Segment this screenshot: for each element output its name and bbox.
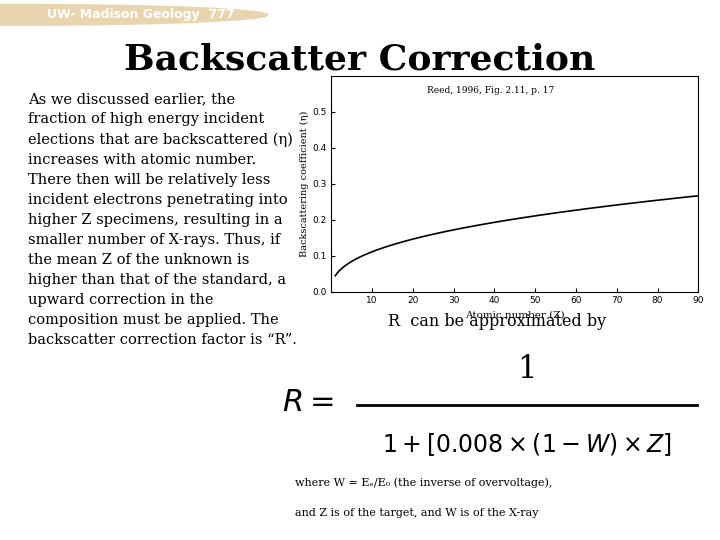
Y-axis label: Backscattering coefficient (η): Backscattering coefficient (η) [300,110,309,257]
Text: $\mathit{R} =$: $\mathit{R} =$ [282,388,333,417]
Text: where W = Eₑ/E₀ (the inverse of overvoltage),: where W = Eₑ/E₀ (the inverse of overvolt… [295,478,552,489]
Text: As we discussed earlier, the
fraction of high energy incident
elections that are: As we discussed earlier, the fraction of… [28,92,297,347]
Text: Reed, 1996, Fig. 2.11, p. 17: Reed, 1996, Fig. 2.11, p. 17 [427,86,554,96]
Text: Backscatter Correction: Backscatter Correction [125,43,595,76]
Circle shape [0,4,268,25]
X-axis label: Atomic number (Z): Atomic number (Z) [465,311,564,320]
Text: and Z is of the target, and W is of the X-ray: and Z is of the target, and W is of the … [295,508,539,518]
Text: 1: 1 [517,354,537,386]
Text: UW- Madison Geology  777: UW- Madison Geology 777 [47,8,235,22]
Text: R  can be approximated by: R can be approximated by [388,313,606,330]
Text: $1 + [0.008 \times (1 - \mathit{W}) \times \mathit{Z}]$: $1 + [0.008 \times (1 - \mathit{W}) \tim… [382,431,672,458]
